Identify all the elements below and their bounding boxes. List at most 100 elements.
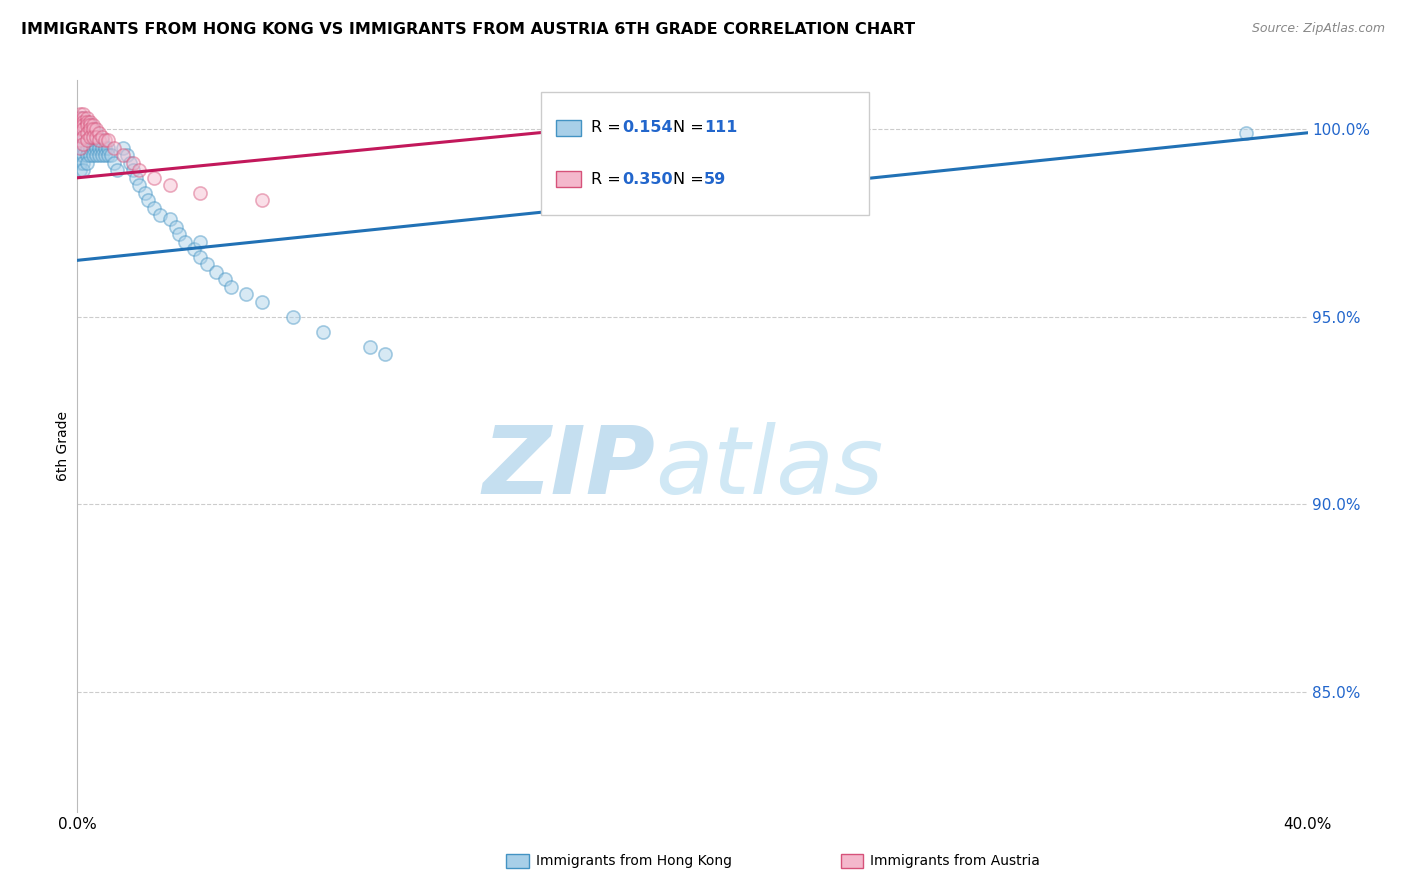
Point [84,129,107,144]
Point [188,186,212,200]
Point [69,111,91,125]
Point [69,118,91,132]
Point [250,294,273,309]
Point [72,136,94,151]
Point [79,122,101,136]
Point [87,133,110,147]
Point [97,133,120,147]
Point [79,129,101,144]
Point [76,111,98,125]
Point [79,118,101,132]
Point [167,227,190,241]
Point [174,235,197,249]
Point [183,242,205,256]
Point [72,118,94,132]
Point [69,118,91,132]
Point [97,148,120,162]
Point [69,133,91,147]
Point [90,129,114,144]
Point [72,133,94,147]
Point [72,114,94,128]
Point [72,122,94,136]
Point [312,325,335,339]
Point [94,141,117,155]
Point [90,148,114,162]
Point [835,107,858,121]
Point [87,148,110,162]
Point [79,126,101,140]
Point [69,114,91,128]
Point [90,133,114,147]
Point [105,163,128,178]
Point [72,148,94,162]
Point [136,194,159,208]
Point [281,310,304,324]
Point [84,126,107,140]
Point [72,118,94,132]
Point [76,133,98,147]
Point [69,148,91,162]
Point [76,148,98,162]
Point [87,126,110,140]
Point [76,114,98,128]
Point [82,129,104,144]
Point [69,122,91,136]
Point [82,122,104,136]
Point [128,178,150,193]
Point [79,114,101,128]
Point [72,107,94,121]
Point [87,133,110,147]
Point [159,212,181,227]
Point [359,340,381,354]
Point [219,279,242,293]
Point [72,163,94,178]
Point [79,118,101,132]
Point [82,126,104,140]
Point [97,141,120,155]
Text: IMMIGRANTS FROM HONG KONG VS IMMIGRANTS FROM AUSTRIA 6TH GRADE CORRELATION CHART: IMMIGRANTS FROM HONG KONG VS IMMIGRANTS … [21,22,915,37]
Point [94,148,117,162]
Point [82,118,104,132]
Point [112,141,135,155]
Point [94,133,117,147]
Text: atlas: atlas [655,423,884,514]
Point [79,133,101,147]
Point [134,186,156,200]
Point [72,126,94,140]
Point [76,126,98,140]
Point [159,178,181,193]
Point [773,111,796,125]
Text: Source: ZipAtlas.com: Source: ZipAtlas.com [1251,22,1385,36]
Text: 59: 59 [704,171,725,186]
Point [90,141,114,155]
Point [72,141,94,155]
Point [72,129,94,144]
Point [121,156,143,170]
Point [69,156,91,170]
Point [121,163,143,178]
Point [69,133,91,147]
Point [84,133,107,147]
Point [87,141,110,155]
Point [72,156,94,170]
Point [72,114,94,128]
Point [103,141,125,155]
Point [115,148,138,162]
Point [143,170,166,185]
Point [195,257,218,271]
Point [72,122,94,136]
Point [620,114,643,128]
Point [204,264,226,278]
Point [112,148,135,162]
Text: R =: R = [592,120,626,136]
Text: Immigrants from Hong Kong: Immigrants from Hong Kong [536,854,731,868]
Point [1234,126,1257,140]
Text: R =: R = [592,171,626,186]
Point [84,148,107,162]
Point [76,141,98,155]
Point [79,141,101,155]
Point [82,122,104,136]
Point [149,208,172,222]
Point [100,148,122,162]
Point [214,272,236,286]
